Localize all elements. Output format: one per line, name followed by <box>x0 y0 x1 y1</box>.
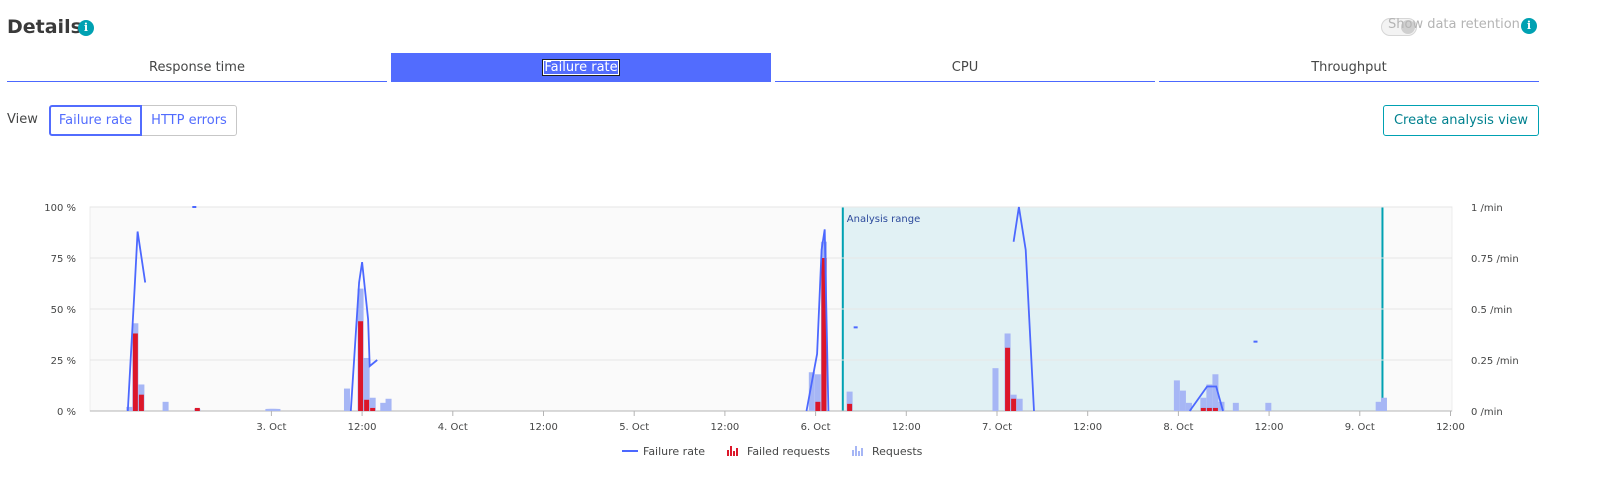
failed-request-bar <box>138 394 144 411</box>
request-bar <box>1016 398 1023 411</box>
request-bar <box>1173 380 1180 411</box>
request-bar <box>814 374 821 411</box>
failed-request-bar <box>1200 407 1206 411</box>
y-tick-label: 50 % <box>51 305 76 316</box>
legend-failed-requests-icon <box>733 451 735 456</box>
failed-request-bar <box>358 321 364 411</box>
page-title: Details <box>7 16 82 38</box>
request-bar <box>363 357 370 411</box>
y2-tick-label: 0.5 /min <box>1471 305 1512 316</box>
x-tick-label: 12:00 <box>1436 422 1465 433</box>
failure-rate-line <box>126 231 147 412</box>
failed-request-bar <box>1011 398 1017 411</box>
x-tick-label: 6. Oct <box>801 422 831 433</box>
request-bar <box>369 397 376 411</box>
failed-request-bar <box>1206 407 1212 411</box>
legend-requests-icon <box>858 451 860 456</box>
toggle-knob <box>1401 20 1415 34</box>
failed-request-bar <box>194 407 200 411</box>
request-bar <box>1185 402 1192 411</box>
x-tick-label: 12:00 <box>348 422 377 433</box>
request-bar <box>385 398 392 411</box>
x-tick-label: 12:00 <box>1255 422 1284 433</box>
request-bar <box>265 408 272 411</box>
request-bar <box>343 388 350 411</box>
tab-cpu[interactable]: CPU <box>775 53 1155 82</box>
request-bar <box>992 368 999 411</box>
request-bar <box>270 408 277 411</box>
data-retention-label: Show data retention <box>1388 17 1520 32</box>
tab-throughput[interactable]: Throughput <box>1159 53 1539 82</box>
request-bar <box>1206 384 1213 411</box>
request-bar <box>1375 401 1382 411</box>
failure-rate-line <box>1012 206 1035 412</box>
view-label: View <box>7 112 38 127</box>
request-bar <box>162 401 169 411</box>
failure-rate-line <box>1188 385 1224 412</box>
x-tick-label: 7. Oct <box>982 422 1012 433</box>
request-bar <box>808 372 815 411</box>
request-bar <box>1179 390 1186 411</box>
failure-rate-chart[interactable]: Analysis range 100 % 1 /min 75 % 0.75 /min 50… <box>0 190 1608 470</box>
analysis-range-label: Analysis range <box>847 214 920 225</box>
legend-failed-requests-label: Failed requests <box>747 445 830 458</box>
create-analysis-view-button[interactable]: Create analysis view <box>1383 105 1539 136</box>
x-tick-label: 4. Oct <box>438 422 468 433</box>
x-tick-label: 5. Oct <box>619 422 649 433</box>
legend-failed-requests-icon <box>727 450 729 456</box>
tab-response-time[interactable]: Response time <box>7 53 387 82</box>
legend-requests-icon <box>852 450 854 456</box>
x-tick-label: 12:00 <box>892 422 921 433</box>
failed-request-bar <box>132 333 138 411</box>
legend-failed-requests-icon <box>730 446 732 456</box>
failure-rate-line <box>349 261 378 412</box>
request-bar <box>1380 397 1387 411</box>
x-tick-label: 12:00 <box>529 422 558 433</box>
x-tick-label: 12:00 <box>1073 422 1102 433</box>
legend-requests-icon <box>855 446 857 456</box>
y2-tick-label: 0.25 /min <box>1471 356 1519 367</box>
failed-request-bar <box>370 407 376 411</box>
failed-request-bar <box>1005 347 1011 411</box>
legend-failed-requests-icon <box>736 448 738 456</box>
request-bar <box>846 391 853 411</box>
tab-label: CPU <box>951 60 979 75</box>
x-tick-label: 9. Oct <box>1345 422 1375 433</box>
tab-label: Throughput <box>1311 60 1387 75</box>
request-bar <box>380 402 387 411</box>
failure-rate-line <box>805 229 830 412</box>
y-tick-label: 75 % <box>51 254 76 265</box>
y-tick-label: 100 % <box>44 203 76 214</box>
legend-requests-icon <box>861 448 863 456</box>
y2-tick-label: 0.75 /min <box>1471 254 1519 265</box>
request-bar <box>1212 374 1219 411</box>
tab-label: Failure rate <box>542 59 620 76</box>
y2-tick-label: 0 /min <box>1471 407 1503 418</box>
y2-tick-label: 1 /min <box>1471 203 1503 214</box>
request-bar <box>1265 402 1272 411</box>
request-bar <box>1200 397 1207 411</box>
failed-request-bar <box>1212 407 1218 411</box>
info-icon[interactable]: i <box>78 20 94 36</box>
tab-failure-rate[interactable]: Failure rate <box>391 53 771 82</box>
y-tick-label: 25 % <box>51 356 76 367</box>
x-tick-label: 12:00 <box>710 422 739 433</box>
legend-requests-label: Requests <box>872 445 923 458</box>
y-tick-label: 0 % <box>57 407 76 418</box>
view-http-errors-button[interactable]: HTTP errors <box>141 105 237 136</box>
failed-request-bar <box>847 403 853 411</box>
legend-failure-rate-label: Failure rate <box>643 445 705 458</box>
request-bar <box>126 406 133 411</box>
tab-label: Response time <box>149 60 245 75</box>
failed-request-bar <box>821 258 827 411</box>
x-tick-label: 3. Oct <box>256 422 286 433</box>
failed-request-bar <box>815 401 821 411</box>
retention-info-icon[interactable]: i <box>1521 18 1537 34</box>
data-retention-toggle[interactable] <box>1381 18 1417 36</box>
x-tick-label: 8. Oct <box>1163 422 1193 433</box>
failed-request-bar <box>364 399 370 411</box>
view-failure-rate-button[interactable]: Failure rate <box>49 105 142 136</box>
request-bar <box>1232 402 1239 411</box>
